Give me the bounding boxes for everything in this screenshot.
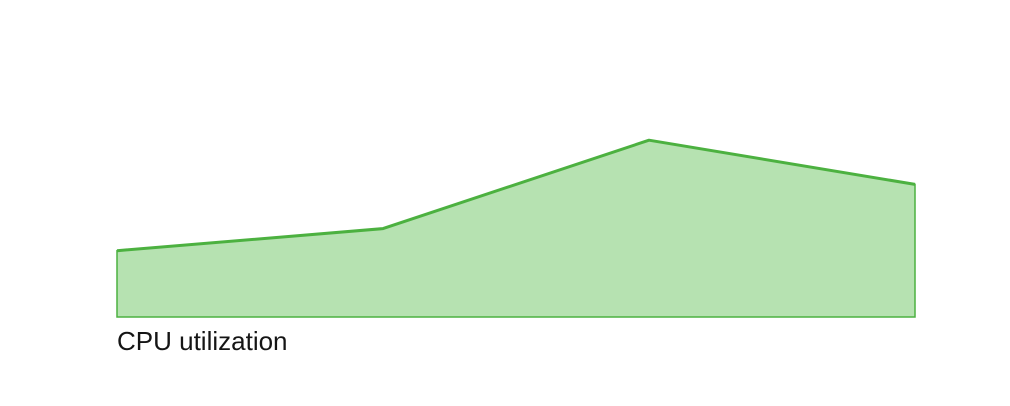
- chart-caption: CPU utilization: [117, 326, 288, 356]
- area-series-line: [116, 138, 916, 253]
- area-series-fill: [116, 139, 916, 318]
